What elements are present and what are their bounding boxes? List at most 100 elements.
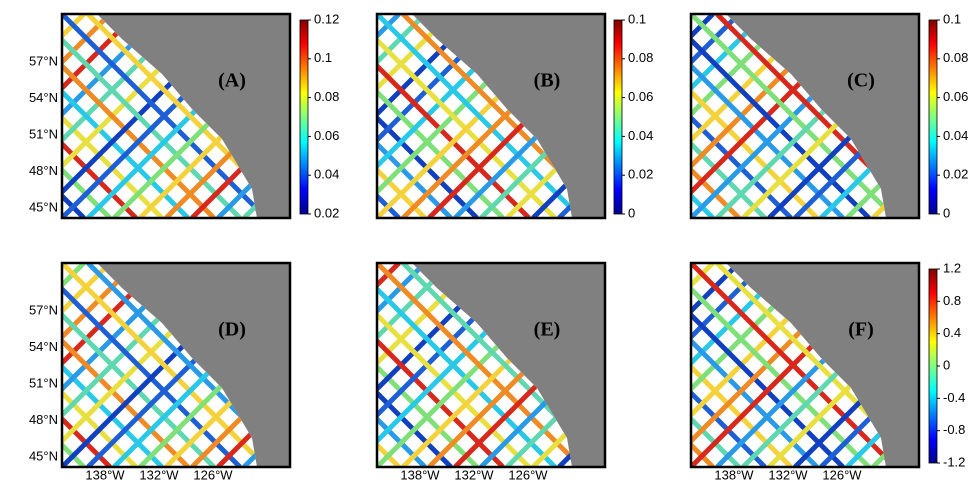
lat-label: 45°N [29, 199, 58, 214]
track [377, 14, 531, 218]
track [691, 263, 871, 467]
track [715, 263, 886, 467]
track [62, 263, 138, 467]
lon-label: 138°W [714, 467, 754, 480]
track [62, 263, 112, 467]
lon-label: 126°W [822, 467, 862, 480]
track [0, 263, 58, 467]
colorbar [613, 19, 623, 215]
panel-label: (C) [847, 70, 875, 92]
lat-label: 45°N [29, 448, 58, 463]
track [691, 263, 741, 467]
track [691, 263, 793, 467]
track [691, 14, 767, 218]
track [377, 263, 453, 467]
track [377, 14, 453, 218]
track [951, 14, 979, 218]
map-panel: (A) [60, 12, 292, 220]
track [62, 263, 257, 467]
colorbar-tick-label: 0.04 [314, 167, 339, 182]
track [691, 14, 845, 218]
colorbar [299, 19, 309, 215]
colorbar-tick-label: 0.08 [628, 50, 653, 65]
track [819, 263, 886, 467]
track [0, 263, 58, 467]
track [62, 14, 138, 218]
map-frame [60, 12, 292, 220]
colorbar-tick-label: 0.04 [943, 128, 968, 143]
track [691, 263, 793, 467]
map-panel: (D) [0, 261, 292, 469]
track [62, 263, 112, 467]
track [86, 263, 257, 467]
track [62, 14, 190, 218]
track [377, 14, 453, 218]
track [377, 14, 505, 218]
track [691, 263, 741, 467]
track [377, 14, 479, 218]
colorbar-tick-label: 0.06 [314, 128, 339, 143]
map-frame [375, 12, 607, 220]
lat-label: 48°N [29, 163, 58, 178]
track [62, 14, 242, 218]
track [793, 14, 886, 218]
panel-label: (F) [848, 319, 874, 341]
lon-label: 132°W [454, 467, 494, 480]
lat-label: 51°N [29, 126, 58, 141]
track [86, 14, 257, 218]
track [62, 263, 164, 467]
track [505, 263, 572, 467]
lon-label: 126°W [508, 467, 548, 480]
track [377, 263, 505, 467]
map-panel: (B) [375, 12, 607, 220]
colorbar-tick-label: 0 [943, 205, 950, 220]
track [401, 263, 572, 467]
colorbar-tick-label: 0.06 [943, 89, 968, 104]
map-frame [375, 261, 607, 469]
colorbar-tick-label: 0.08 [314, 89, 339, 104]
colorbar-tick-label: 0.06 [628, 89, 653, 104]
lon-label: 132°W [139, 467, 179, 480]
track [691, 263, 845, 467]
panel-label: (A) [218, 70, 246, 92]
track [377, 263, 427, 467]
track [377, 14, 427, 218]
track [377, 263, 427, 467]
track [62, 14, 164, 218]
lat-label: 54°N [29, 339, 58, 354]
colorbar-tick-label: 1.2 [943, 260, 961, 275]
track [62, 14, 112, 218]
colorbar [928, 268, 938, 464]
colorbar-tick-label: 0.1 [628, 11, 646, 26]
lat-label: 57°N [29, 53, 58, 68]
track [377, 14, 557, 218]
lat-label: 54°N [29, 90, 58, 105]
colorbar-tick-label: 0.1 [943, 11, 961, 26]
track [691, 14, 886, 218]
track [691, 14, 819, 218]
track [62, 14, 112, 218]
track [62, 14, 257, 218]
lon-label: 138°W [400, 467, 440, 480]
track [164, 263, 257, 467]
track [377, 263, 572, 467]
track [691, 14, 793, 218]
track [62, 14, 138, 218]
track [479, 14, 572, 218]
track [691, 263, 767, 467]
track [691, 263, 886, 467]
colorbar-tick-label: 0.8 [943, 293, 961, 308]
track [62, 263, 216, 467]
map-frame [689, 12, 921, 220]
lon-label: 132°W [768, 467, 808, 480]
colorbar-tick-label: 0.1 [314, 50, 332, 65]
track [691, 14, 767, 218]
track [691, 14, 871, 218]
track [377, 14, 427, 218]
track [62, 263, 164, 467]
track [62, 263, 190, 467]
track [62, 263, 138, 467]
track [377, 14, 479, 218]
track [62, 14, 164, 218]
track [505, 14, 572, 218]
